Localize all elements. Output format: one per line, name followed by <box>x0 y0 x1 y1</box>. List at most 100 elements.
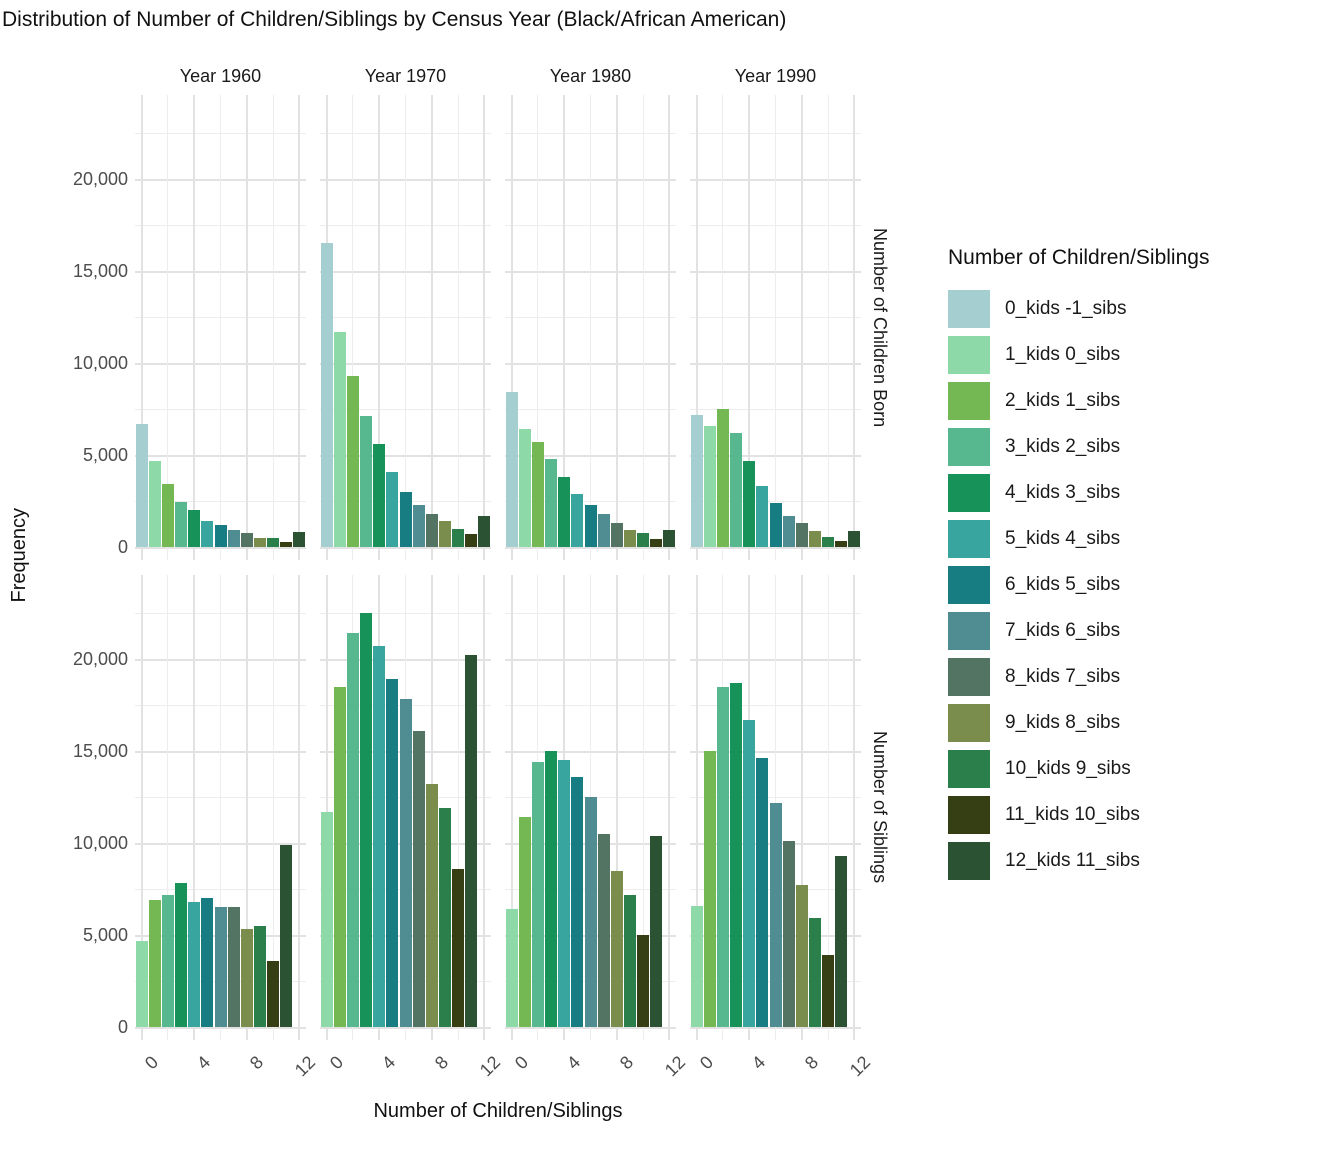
gridline <box>220 95 221 560</box>
bar <box>346 633 359 1027</box>
bar <box>610 871 623 1027</box>
x-tick-label: 8 <box>615 1052 637 1074</box>
legend-item-label: 9_kids 8_sibs <box>1005 712 1121 733</box>
y-tick-label: 5,000 <box>82 445 128 465</box>
gridline <box>668 575 671 1040</box>
bar <box>769 803 782 1027</box>
gridline <box>193 575 196 1040</box>
bar <box>438 521 451 547</box>
facet-column-strip: Year 1980 <box>549 66 632 86</box>
bar <box>333 332 346 547</box>
x-tick-label: 4 <box>563 1052 585 1074</box>
bar <box>267 961 280 1027</box>
gridline <box>167 95 169 560</box>
gridline <box>325 575 328 1040</box>
bar <box>531 442 544 547</box>
bar <box>597 834 610 1027</box>
bar <box>373 646 386 1027</box>
bar <box>822 955 835 1027</box>
gridline <box>775 95 776 560</box>
gridline <box>140 575 143 1040</box>
legend-item-label: 7_kids 6_sibs <box>1005 620 1121 641</box>
legend-swatch <box>948 336 990 374</box>
legend-swatch <box>948 750 990 788</box>
bar <box>795 885 808 1027</box>
legend-swatch <box>948 612 990 650</box>
x-tick-label: 8 <box>800 1052 822 1074</box>
x-axis-title: Number of Children/Siblings <box>373 1100 623 1122</box>
legend-item: 0_kids -1_sibs <box>948 286 1209 332</box>
gridline <box>483 95 486 560</box>
gridline <box>483 575 486 1040</box>
panel <box>135 575 306 1040</box>
legend-item: 4_kids 3_sibs <box>948 470 1209 516</box>
bar <box>610 523 623 547</box>
chart-title: Distribution of Number of Children/Sibli… <box>2 8 787 31</box>
bar <box>848 531 861 547</box>
bar <box>135 941 148 1027</box>
bar <box>148 900 161 1027</box>
gridline <box>272 95 274 560</box>
bar <box>782 516 795 547</box>
bar <box>571 494 584 547</box>
bar <box>716 687 729 1027</box>
legend-swatch <box>948 658 990 696</box>
bar <box>465 534 478 547</box>
facet-column-strip: Year 1990 <box>734 66 817 86</box>
bar <box>795 523 808 547</box>
legend-item-label: 1_kids 0_sibs <box>1005 344 1121 365</box>
legend-item: 2_kids 1_sibs <box>948 378 1209 424</box>
bar <box>730 683 743 1027</box>
bar <box>201 898 214 1027</box>
facet-column-strip: Year 1960 <box>179 66 262 86</box>
bar <box>267 538 280 547</box>
bar <box>175 502 188 547</box>
panel <box>690 575 861 1040</box>
gridline <box>140 95 143 560</box>
bar <box>505 909 518 1027</box>
bar <box>320 812 333 1027</box>
gridline <box>457 95 459 560</box>
bar <box>452 869 465 1027</box>
x-tick-label: 4 <box>193 1052 215 1074</box>
x-tick-label: 4 <box>748 1052 770 1074</box>
bar <box>148 461 161 547</box>
gridline <box>590 95 591 560</box>
legend-swatch <box>948 428 990 466</box>
y-tick-label: 15,000 <box>72 261 128 281</box>
y-tick-label: 15,000 <box>72 741 128 761</box>
bar <box>769 503 782 547</box>
bar <box>743 720 756 1027</box>
gridline <box>563 95 566 560</box>
bar <box>571 777 584 1027</box>
bar <box>623 530 636 547</box>
bar <box>280 542 293 547</box>
legend-swatch <box>948 474 990 512</box>
bar <box>240 929 253 1027</box>
bar <box>240 533 253 547</box>
x-tick-label: 0 <box>140 1052 162 1074</box>
bar <box>558 760 571 1027</box>
bar <box>214 907 227 1027</box>
bar <box>558 477 571 547</box>
gridline <box>800 95 803 560</box>
bar <box>201 521 214 547</box>
gridline <box>352 95 354 560</box>
bar <box>597 514 610 547</box>
panel <box>505 95 676 560</box>
bar <box>690 415 703 547</box>
legend-item: 3_kids 2_sibs <box>948 424 1209 470</box>
bar <box>438 808 451 1027</box>
gridline <box>800 575 803 1040</box>
bar <box>822 537 835 547</box>
bar <box>161 484 174 547</box>
bar <box>743 461 756 547</box>
bar <box>756 758 769 1027</box>
bar <box>135 424 148 547</box>
legend-item-label: 2_kids 1_sibs <box>1005 390 1121 411</box>
gridline <box>298 575 301 1040</box>
legend-item: 1_kids 0_sibs <box>948 332 1209 378</box>
bar <box>399 492 412 547</box>
legend-swatch <box>948 382 990 420</box>
legend-swatch <box>948 704 990 742</box>
